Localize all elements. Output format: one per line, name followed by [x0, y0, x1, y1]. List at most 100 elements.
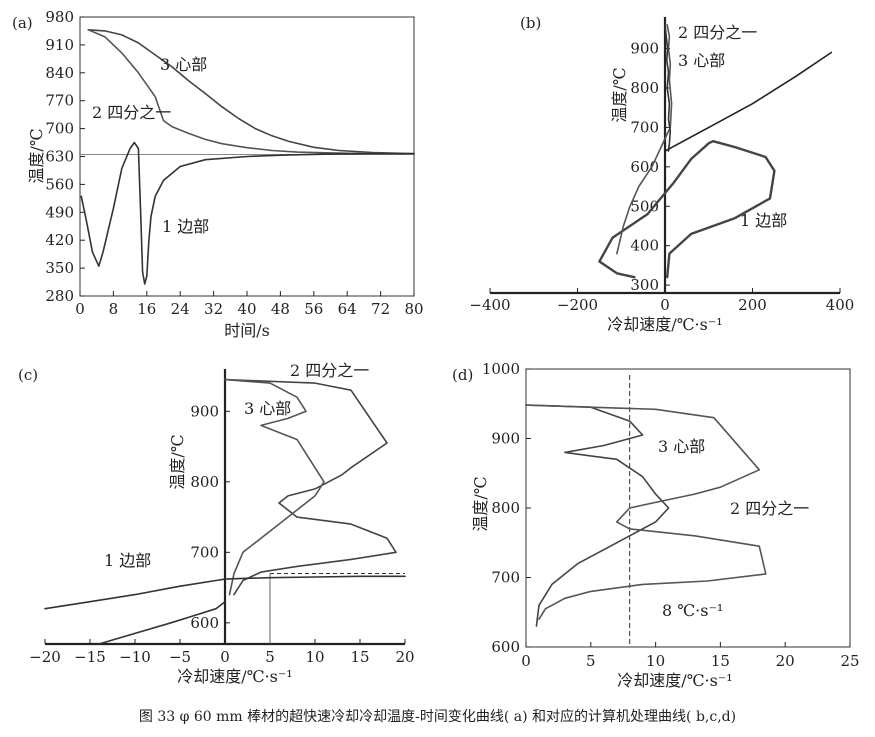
- lines-c: [44, 378, 406, 645]
- x-tick-label: 5: [265, 648, 275, 666]
- x-tick-label: 56: [304, 300, 323, 318]
- figure-caption: 图 33 φ 60 mm 棒材的超快速冷却冷却温度-时间变化曲线( a) 和对应…: [138, 709, 737, 725]
- x-tick-label: 15: [711, 652, 730, 670]
- series-line: [664, 24, 672, 152]
- y-axis-label-b: 温度/℃: [610, 67, 629, 122]
- y-tick-label: 420: [45, 231, 74, 249]
- panel-label-c: (c): [18, 366, 38, 384]
- x-ticks-c: −20 −15 −10 −5 0 5 10 15 20: [29, 639, 415, 666]
- series-line: [598, 139, 776, 279]
- annotation-a-edge: 1 边部: [162, 217, 209, 236]
- y-tick-label: 770: [45, 92, 74, 110]
- panel-d: (d) 0 5 10 15 20 25 600 700 800 900 1000 冷却速度/℃·s…: [452, 360, 860, 690]
- series-line: [224, 378, 325, 596]
- y-tick-label: 700: [491, 569, 520, 587]
- x-tick-label: 16: [137, 300, 156, 318]
- x-tick-label: 0: [660, 296, 670, 314]
- panel-b: (b) −400 −200 0 200 400 30040050060070080090…: [469, 14, 854, 334]
- x-ticks-b: −400 −200 0 200 400: [469, 288, 854, 314]
- y-tick-label: 280: [45, 287, 74, 305]
- series-line: [87, 28, 415, 155]
- annotation-a-core: 3 心部: [160, 55, 207, 74]
- x-tick-label: 80: [404, 300, 423, 318]
- axes-c: [45, 369, 405, 646]
- x-tick-label: 0: [75, 300, 85, 318]
- x-tick-label: 20: [776, 652, 795, 670]
- series-line: [224, 378, 397, 596]
- x-tick-label: 8: [109, 300, 119, 318]
- x-tick-label: −200: [557, 296, 598, 314]
- y-tick-label: 900: [190, 402, 219, 420]
- annotation-d-quarter: 2 四分之一: [730, 499, 809, 518]
- x-tick-label: 15: [350, 648, 369, 666]
- y-tick-label: 800: [630, 79, 659, 97]
- y-tick-label: 900: [630, 40, 659, 58]
- panel-c: (c) −20 −15 −10 −5 0 5 10 15 20 600 700 800 900 冷却速…: [18, 361, 415, 686]
- x-tick-label: 25: [840, 652, 859, 670]
- y-axis-label-c: 温度/℃: [168, 434, 187, 489]
- annotation-b-quarter: 2 四分之一: [678, 23, 757, 42]
- y-tick-label: 700: [45, 120, 74, 138]
- x-tick-label: 72: [371, 300, 390, 318]
- annotation-c-core: 3 心部: [244, 399, 291, 418]
- y-tick-label: 600: [630, 158, 659, 176]
- series-line: [87, 28, 415, 155]
- x-axis-label-a: 时间/s: [224, 321, 270, 340]
- x-tick-label: 0: [220, 648, 230, 666]
- y-tick-label: 490: [45, 203, 74, 221]
- panel-label-d: (d): [452, 366, 473, 384]
- axes-b: [490, 17, 840, 295]
- y-tick-label: 350: [45, 259, 74, 277]
- x-tick-label: 200: [738, 296, 767, 314]
- panel-label-a: (a): [12, 14, 33, 32]
- x-tick-label: 10: [305, 648, 324, 666]
- y-tick-label: 600: [190, 614, 219, 632]
- x-tick-label: −20: [29, 648, 61, 666]
- lines-b: [598, 24, 833, 279]
- series-line: [98, 600, 226, 645]
- x-axis-label-c: 冷却速度/℃·s⁻¹: [177, 667, 292, 686]
- y-ticks-c: 600 700 800 900: [190, 402, 230, 632]
- x-ticks-a: 0 8 16 24 32 40 48 56 64 72 80: [75, 291, 424, 318]
- annotation-a-quarter: 2 四分之一: [92, 103, 171, 122]
- x-tick-label: 0: [521, 652, 531, 670]
- y-tick-label: 560: [45, 175, 74, 193]
- x-tick-label: 20: [395, 648, 414, 666]
- annotation-d-rate: 8 ℃·s⁻¹: [662, 601, 723, 620]
- lines-d: [525, 375, 767, 647]
- y-tick-label: 900: [491, 430, 520, 448]
- series-line: [525, 404, 767, 621]
- series-line: [525, 404, 670, 627]
- y-tick-label: 600: [491, 638, 520, 656]
- y-tick-label: 700: [630, 118, 659, 136]
- annotation-c-edge: 1 边部: [104, 551, 151, 570]
- annotation-b-core: 3 心部: [678, 51, 725, 70]
- x-tick-label: −400: [469, 296, 510, 314]
- series-line: [664, 51, 833, 152]
- y-tick-label: 840: [45, 64, 74, 82]
- x-tick-label: 32: [204, 300, 223, 318]
- y-tick-label: 300: [630, 276, 659, 294]
- panel-label-b: (b): [520, 14, 541, 32]
- x-tick-label: −15: [74, 648, 106, 666]
- x-tick-label: 48: [271, 300, 290, 318]
- x-axis-label-b: 冷却速度/℃·s⁻¹: [607, 315, 722, 334]
- x-ticks-d: 0 5 10 15 20 25: [521, 642, 860, 670]
- x-tick-label: 5: [586, 652, 596, 670]
- y-tick-label: 630: [45, 148, 74, 166]
- series-line: [616, 24, 673, 255]
- annotation-d-core: 3 心部: [658, 437, 705, 456]
- x-tick-label: 40: [237, 300, 256, 318]
- x-tick-label: 400: [826, 296, 855, 314]
- y-tick-label: 700: [190, 543, 219, 561]
- y-tick-label: 800: [190, 473, 219, 491]
- series-line: [44, 575, 406, 610]
- x-tick-label: 10: [646, 652, 665, 670]
- y-ticks-a: 280 350 420 490 560 630 700 770 840 910 980: [45, 8, 85, 305]
- y-tick-label: 400: [630, 237, 659, 255]
- annotation-c-quarter: 2 四分之一: [290, 361, 369, 380]
- x-tick-label: −5: [169, 648, 191, 666]
- x-tick-label: 24: [171, 300, 190, 318]
- y-tick-label: 910: [45, 36, 74, 54]
